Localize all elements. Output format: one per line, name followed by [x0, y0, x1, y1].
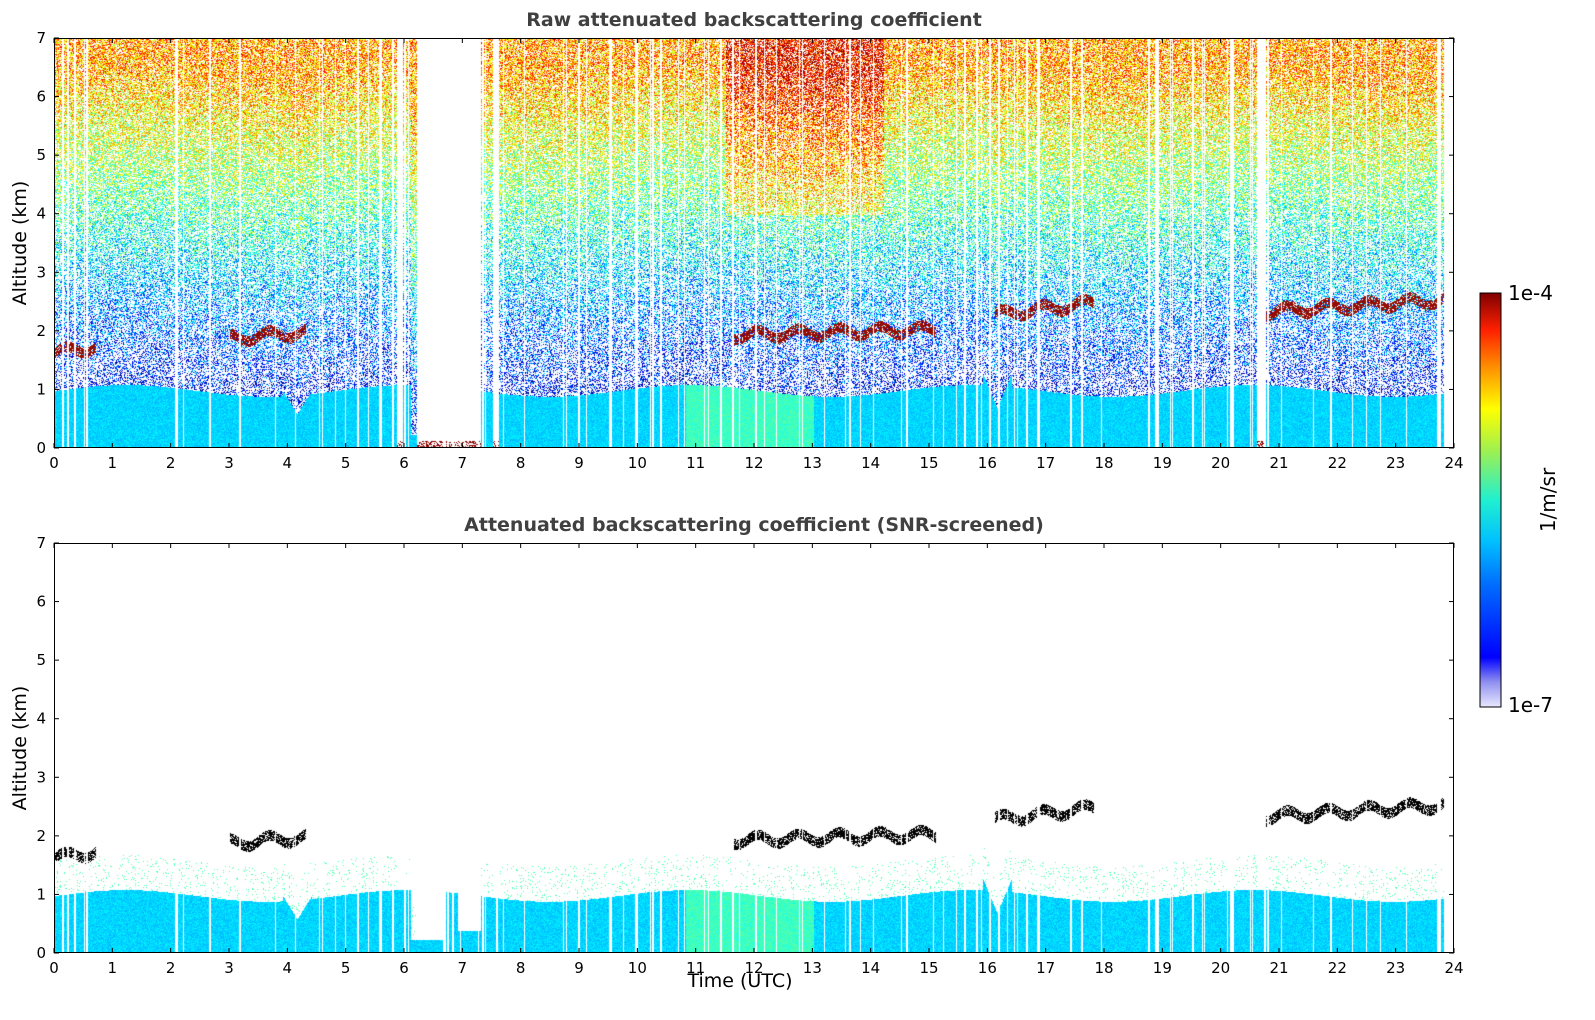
- x-tick-label: 5: [341, 454, 351, 472]
- y-tick-label: 7: [36, 29, 46, 47]
- colorbar-min-label: 1e-7: [1508, 693, 1553, 717]
- y-tick-label: 3: [36, 263, 46, 281]
- x-tick-label: 6: [399, 454, 409, 472]
- y-tick-label: 0: [36, 944, 46, 962]
- top-axes: 0 1 2 3 4 5 6 7 8 9 10 11 12 13 14 15 16 17 18 19 20 21 22 23 24…: [36, 29, 1463, 472]
- x-tick-label: 3: [224, 959, 234, 977]
- x-tick-label: 1: [108, 454, 118, 472]
- x-tick-label: 3: [224, 454, 234, 472]
- x-tick-label: 19: [1153, 959, 1172, 977]
- colorbar: [1479, 292, 1502, 708]
- x-tick-label: 13: [803, 454, 822, 472]
- bottom-y-axis-label: Altitude (km): [9, 686, 31, 811]
- x-tick-label: 20: [1211, 454, 1230, 472]
- screened-backscatter-heatmap: [54, 543, 1454, 953]
- x-tick-label: 20: [1211, 959, 1230, 977]
- x-tick-label: 7: [458, 454, 468, 472]
- x-tick-label: 18: [1094, 454, 1113, 472]
- x-tick-label: 21: [1269, 959, 1288, 977]
- x-tick-label: 11: [686, 959, 705, 977]
- x-tick-label: 17: [1036, 959, 1055, 977]
- y-tick-label: 3: [36, 768, 46, 786]
- x-tick-label: 16: [978, 959, 997, 977]
- y-tick-label: 6: [36, 593, 46, 611]
- x-tick-label: 21: [1269, 454, 1288, 472]
- y-tick-label: 2: [36, 827, 46, 845]
- y-tick-label: 7: [36, 534, 46, 552]
- x-tick-label: 0: [49, 959, 59, 977]
- colorbar-unit-label: 1/m/sr: [1536, 467, 1560, 532]
- x-tick-label: 22: [1328, 454, 1347, 472]
- x-tick-label: 24: [1444, 959, 1463, 977]
- x-tick-label: 13: [803, 959, 822, 977]
- x-tick-label: 14: [861, 454, 880, 472]
- top-panel-title: Raw attenuated backscattering coefficien…: [526, 9, 982, 31]
- x-tick-label: 16: [978, 454, 997, 472]
- x-tick-label: 23: [1386, 454, 1405, 472]
- x-tick-label: 9: [574, 959, 584, 977]
- x-tick-label: 14: [861, 959, 880, 977]
- colorbar-max-label: 1e-4: [1508, 281, 1553, 305]
- raw-heatmap-canvas: [55, 39, 1453, 447]
- top-y-axis-label: Altitude (km): [9, 181, 31, 306]
- x-axis-label: Time (UTC): [686, 970, 792, 992]
- x-tick-label: 2: [166, 959, 176, 977]
- x-tick-label: 10: [628, 959, 647, 977]
- x-tick-label: 15: [919, 454, 938, 472]
- x-tick-label: 4: [283, 454, 293, 472]
- x-tick-label: 7: [458, 959, 468, 977]
- y-tick-label: 1: [36, 380, 46, 398]
- x-tick-label: 22: [1328, 959, 1347, 977]
- x-tick-label: 19: [1153, 454, 1172, 472]
- x-tick-label: 24: [1444, 454, 1463, 472]
- x-tick-label: 12: [744, 454, 763, 472]
- bottom-axes: 0 1 2 3 4 5 6 7 8 9 10 11 12 13 14 15 16 17 18 19 20 21 22 23 24…: [36, 534, 1463, 977]
- x-tick-label: 5: [341, 959, 351, 977]
- x-tick-label: 15: [919, 959, 938, 977]
- x-tick-label: 6: [399, 959, 409, 977]
- raw-backscatter-heatmap: [54, 38, 1454, 448]
- bottom-panel-title: Attenuated backscattering coefficient (S…: [464, 514, 1044, 536]
- x-tick-label: 4: [283, 959, 293, 977]
- x-tick-label: 2: [166, 454, 176, 472]
- y-tick-label: 6: [36, 88, 46, 106]
- x-tick-label: 10: [628, 454, 647, 472]
- y-tick-label: 4: [36, 710, 46, 728]
- x-tick-label: 8: [516, 454, 526, 472]
- y-tick-label: 2: [36, 322, 46, 340]
- y-tick-label: 5: [36, 651, 46, 669]
- x-tick-label: 0: [49, 454, 59, 472]
- x-tick-label: 11: [686, 454, 705, 472]
- y-tick-label: 4: [36, 205, 46, 223]
- x-tick-label: 1: [108, 959, 118, 977]
- x-tick-label: 9: [574, 454, 584, 472]
- y-tick-label: 1: [36, 885, 46, 903]
- x-tick-label: 8: [516, 959, 526, 977]
- x-tick-label: 12: [744, 959, 763, 977]
- x-tick-label: 17: [1036, 454, 1055, 472]
- x-tick-label: 18: [1094, 959, 1113, 977]
- y-tick-label: 5: [36, 146, 46, 164]
- screened-heatmap-canvas: [55, 544, 1453, 952]
- y-tick-label: 0: [36, 439, 46, 457]
- x-tick-label: 23: [1386, 959, 1405, 977]
